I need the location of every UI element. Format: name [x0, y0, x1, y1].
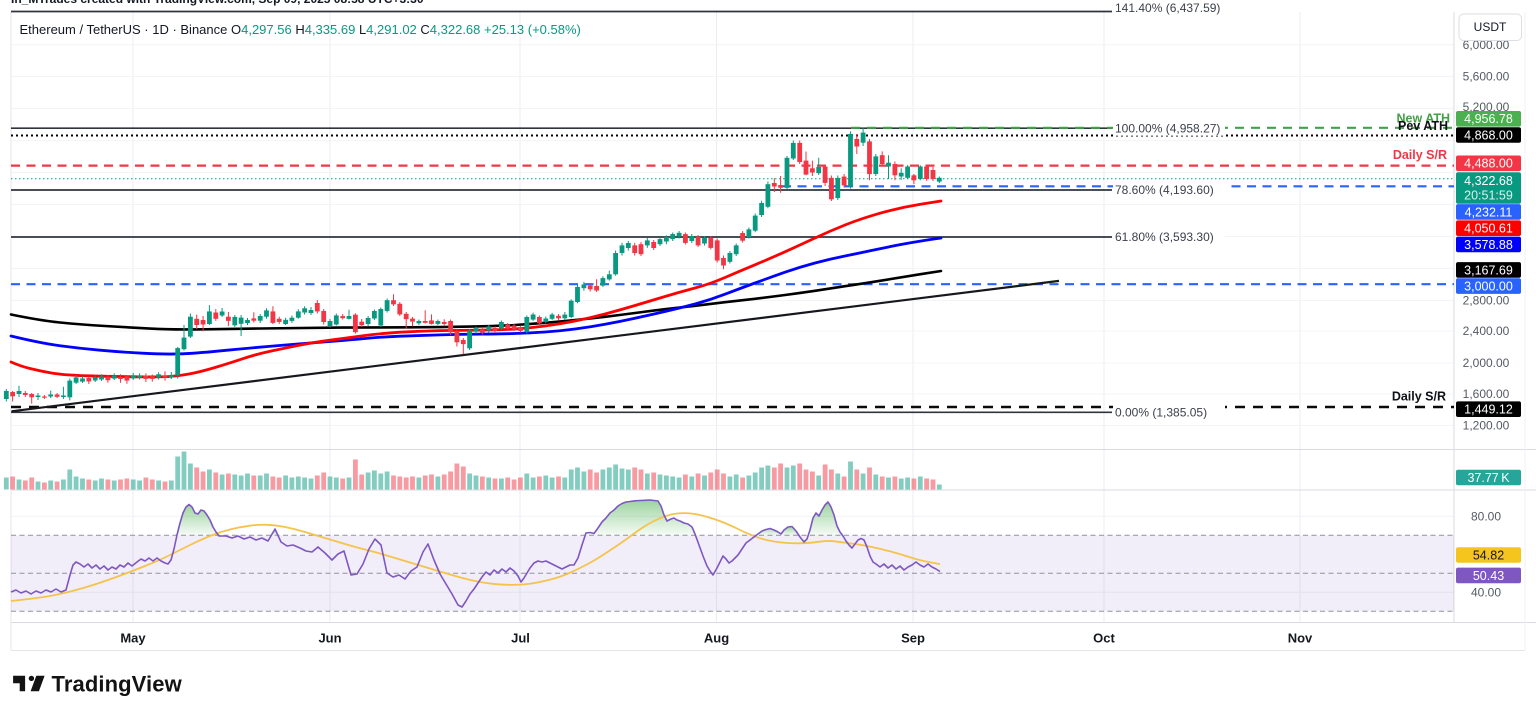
- svg-text:3,578.88: 3,578.88: [1464, 238, 1513, 252]
- svg-text:USDT: USDT: [1474, 20, 1507, 34]
- svg-text:2,400.00: 2,400.00: [1463, 324, 1510, 338]
- svg-text:78.60% (4,193.60): 78.60% (4,193.60): [1115, 183, 1214, 197]
- svg-text:4,232.11: 4,232.11: [1465, 205, 1513, 219]
- svg-text:Nov: Nov: [1288, 631, 1313, 646]
- svg-text:Daily S/R: Daily S/R: [1393, 148, 1447, 162]
- svg-text:Ethereum / TetherUS · 1D · Bin: Ethereum / TetherUS · 1D · Binance O4,29…: [20, 22, 581, 37]
- svg-text:2,000.00: 2,000.00: [1463, 356, 1510, 370]
- svg-text:Jun: Jun: [318, 631, 341, 646]
- svg-text:100.00% (4,958.27): 100.00% (4,958.27): [1115, 121, 1220, 135]
- svg-text:37.77 K: 37.77 K: [1467, 471, 1510, 485]
- svg-text:20:51:59: 20:51:59: [1464, 188, 1513, 202]
- svg-text:1,600.00: 1,600.00: [1463, 387, 1510, 401]
- svg-text:4,322.68: 4,322.68: [1464, 174, 1513, 188]
- svg-text:0.00% (1,385.05): 0.00% (1,385.05): [1115, 406, 1207, 420]
- svg-text:1,449.12: 1,449.12: [1464, 403, 1513, 417]
- svg-text:Sep: Sep: [901, 631, 925, 646]
- svg-text:May: May: [120, 631, 146, 646]
- svg-text:3,000.00: 3,000.00: [1464, 280, 1513, 294]
- svg-text:2,800.00: 2,800.00: [1463, 294, 1510, 308]
- svg-text:1,200.00: 1,200.00: [1463, 419, 1510, 433]
- svg-text:TradingView: TradingView: [52, 672, 183, 697]
- svg-text:5,200.00: 5,200.00: [1463, 100, 1510, 114]
- svg-text:54.82: 54.82: [1473, 548, 1504, 562]
- svg-text:61.80% (3,593.30): 61.80% (3,593.30): [1115, 230, 1214, 244]
- svg-text:5,600.00: 5,600.00: [1463, 70, 1510, 84]
- svg-text:New ATH: New ATH: [1397, 112, 1450, 126]
- svg-text:Pev ATH: Pev ATH: [1398, 119, 1448, 133]
- svg-text:Oct: Oct: [1093, 631, 1115, 646]
- svg-text:3,167.69: 3,167.69: [1464, 263, 1513, 277]
- svg-text:Jul: Jul: [511, 631, 530, 646]
- svg-text:6,000.00: 6,000.00: [1463, 38, 1510, 52]
- svg-text:50.43: 50.43: [1473, 569, 1504, 583]
- svg-text:In_MTrades created with Tradin: In_MTrades created with TradingView.com,…: [11, 0, 424, 6]
- svg-text:4,050.61: 4,050.61: [1464, 222, 1513, 236]
- svg-text:4,868.00: 4,868.00: [1464, 128, 1513, 142]
- svg-text:40.00: 40.00: [1471, 585, 1501, 599]
- svg-text:Aug: Aug: [704, 631, 729, 646]
- svg-text:141.40% (6,437.59): 141.40% (6,437.59): [1115, 1, 1220, 15]
- svg-text:Daily S/R: Daily S/R: [1392, 390, 1446, 404]
- svg-text:4,956.78: 4,956.78: [1464, 112, 1513, 126]
- svg-text:80.00: 80.00: [1471, 510, 1501, 524]
- svg-text:4,488.00: 4,488.00: [1464, 157, 1513, 171]
